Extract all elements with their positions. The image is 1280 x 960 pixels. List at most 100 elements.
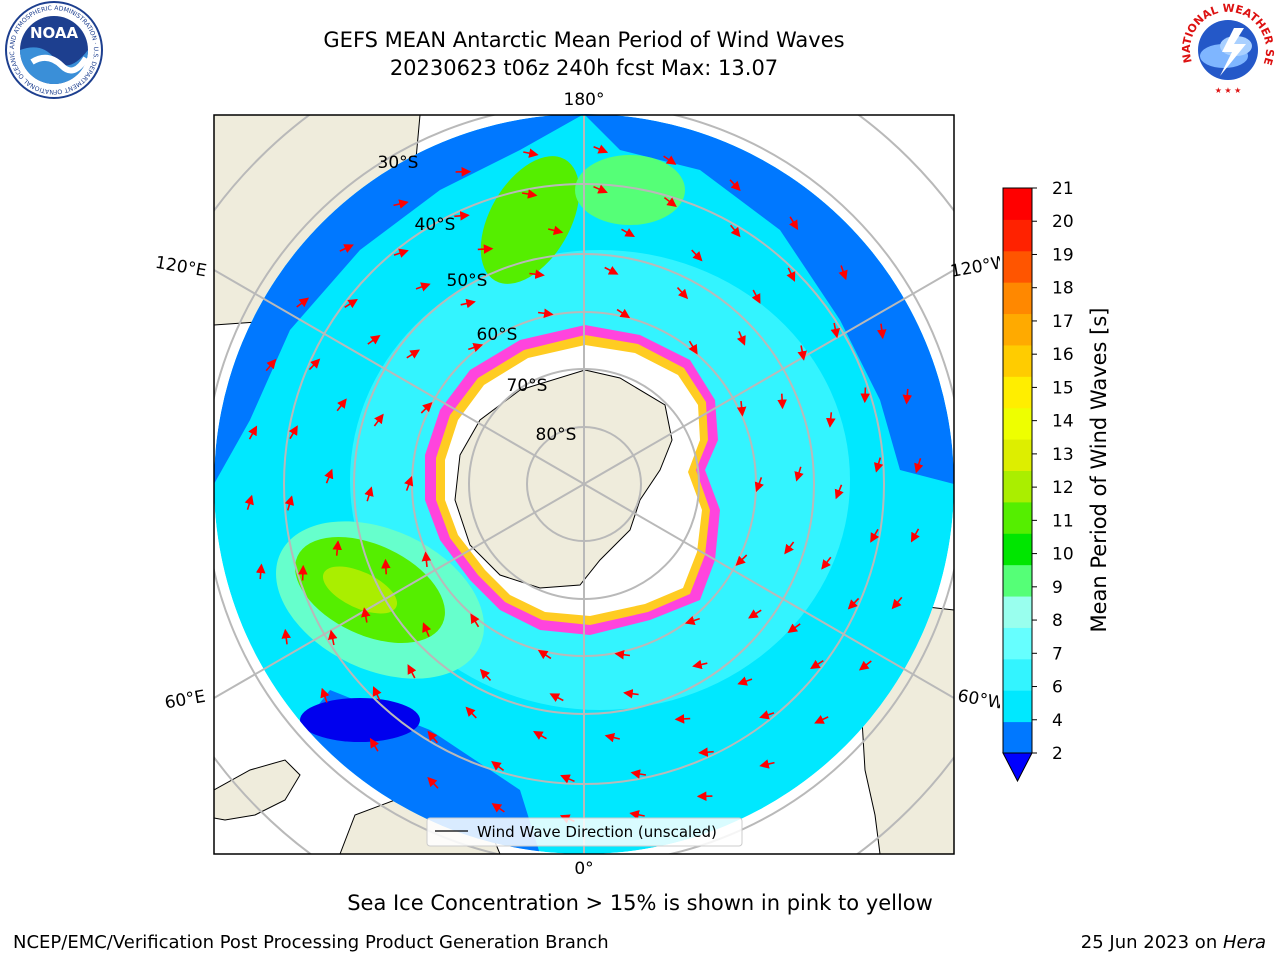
legend-label: Wind Wave Direction (unscaled) xyxy=(477,823,717,841)
colorbar-tick-label: 13 xyxy=(1052,445,1074,465)
wave-direction-arrow xyxy=(593,184,608,194)
colorbar-tick-label: 19 xyxy=(1052,245,1074,265)
wave-direction-arrow xyxy=(847,597,860,610)
wave-direction-arrow xyxy=(623,689,639,699)
colorbar-band xyxy=(1003,596,1032,628)
wave-direction-arrow xyxy=(523,148,539,158)
wave-direction-arrow xyxy=(593,144,609,154)
wave-direction-arrow xyxy=(537,308,554,319)
wave-direction-arrow xyxy=(663,155,677,165)
caption: Sea Ice Concentration > 15% is shown in … xyxy=(347,891,933,915)
wave-direction-arrow xyxy=(529,269,545,279)
wave-direction-arrow xyxy=(777,393,787,410)
wave-direction-arrow xyxy=(698,747,714,757)
colorbar-tick-label: 12 xyxy=(1052,478,1074,498)
wave-direction-arrow xyxy=(361,607,371,623)
wave-direction-arrow xyxy=(560,774,575,784)
wave-direction-arrow xyxy=(688,340,698,355)
lat-label-70s: 70°S xyxy=(507,376,548,396)
wave-direction-arrow xyxy=(320,687,330,703)
colorbar-tick-label: 15 xyxy=(1052,378,1074,398)
wave-direction-arrow xyxy=(381,558,391,575)
colorbar-band xyxy=(1003,250,1032,283)
colorbar-bands xyxy=(1003,188,1032,754)
wave-direction-arrow xyxy=(737,676,753,686)
noaa-logo: NATIONAL OCEANIC AND ATMOSPHERIC ADMINIS… xyxy=(2,0,103,99)
colorbar-tick-label: 8 xyxy=(1052,611,1063,631)
wave-direction-arrow xyxy=(248,425,258,440)
map-figure: 180° 120°E 120°W 60°E 60°W 0° 30°S 40°S … xyxy=(154,90,1000,879)
colorbar-band xyxy=(1003,564,1032,597)
wave-direction-arrow xyxy=(288,425,298,440)
colorbar-tick-label: 20 xyxy=(1052,212,1074,232)
wave-direction-arrow xyxy=(308,358,321,371)
wave-direction-arrow xyxy=(748,609,762,619)
colorbar-band xyxy=(1003,407,1032,440)
colorbar-tick-label: 17 xyxy=(1052,312,1074,332)
wave-direction-arrow xyxy=(393,248,409,258)
colorbar-tick-label: 18 xyxy=(1052,279,1074,299)
footer-date: 25 Jun 2023 on Hera xyxy=(1081,932,1266,953)
wave-direction-arrow xyxy=(674,714,691,724)
footer-machine: Hera xyxy=(1222,932,1266,953)
wave-direction-arrow xyxy=(614,649,631,660)
wave-direction-arrow xyxy=(691,249,703,262)
wave-direction-arrow xyxy=(821,556,832,570)
graticule xyxy=(214,115,954,854)
wave-direction-arrow xyxy=(460,298,476,309)
colorbar-tick-label: 10 xyxy=(1052,545,1074,565)
colorbar-band xyxy=(1003,721,1032,754)
colorbar-tick-label: 14 xyxy=(1052,412,1074,432)
wave-direction-arrow xyxy=(759,710,775,720)
wave-direction-arrow xyxy=(729,179,741,192)
lon-label-120w: 120°W xyxy=(949,252,1000,282)
wave-direction-arrow xyxy=(604,265,619,275)
lat-label-60s: 60°S xyxy=(477,325,518,345)
wave-direction-arrow xyxy=(876,323,887,340)
colorbar-band xyxy=(1003,690,1032,723)
wave-direction-arrow xyxy=(369,737,379,752)
colorbar-tick-label: 9 xyxy=(1052,578,1063,598)
wave-direction-arrow xyxy=(470,613,480,628)
wave-direction-arrow xyxy=(324,468,334,484)
colorbar-band xyxy=(1003,470,1032,503)
map-legend: Wind Wave Direction (unscaled) xyxy=(426,817,743,847)
colorbar-band xyxy=(1003,627,1032,660)
chart-title: GEFS MEAN Antarctic Mean Period of Wind … xyxy=(323,28,845,52)
colorbar-tick-label: 16 xyxy=(1052,345,1074,365)
colorbar-label: Mean Period of Wind Waves [s] xyxy=(1087,308,1111,633)
wave-direction-arrow xyxy=(281,628,292,645)
colorbar-band xyxy=(1003,282,1032,315)
colorbar-tick-label: 6 xyxy=(1052,678,1063,698)
colorbar-tick-label: 11 xyxy=(1052,511,1074,531)
wave-direction-arrow xyxy=(834,484,844,500)
wave-direction-arrow xyxy=(860,387,870,404)
wave-direction-arrow xyxy=(415,282,431,292)
colorbar-band xyxy=(1003,313,1032,346)
wave-direction-arrow xyxy=(521,189,538,199)
wave-direction-arrow xyxy=(910,528,920,543)
wave-direction-arrow xyxy=(364,486,374,502)
wave-direction-arrow xyxy=(491,761,505,772)
wave-direction-arrow xyxy=(244,494,254,510)
colorbar-ticks: 2 4 6 7 8 9 10 11 12 13 14 15 16 17 18 19 20 21 xyxy=(1032,179,1074,764)
lat-label-50s: 50°S xyxy=(447,271,488,291)
wave-direction-arrow xyxy=(537,649,552,660)
colorbar-tick-label: 4 xyxy=(1052,711,1063,731)
lon-label-60w: 60°W xyxy=(956,686,1000,714)
wave-direction-arrow xyxy=(339,244,354,253)
wave-direction-arrow xyxy=(491,803,505,813)
wave-direction-arrow xyxy=(255,563,266,580)
lat-label-40s: 40°S xyxy=(415,215,456,235)
wave-direction-arrow xyxy=(468,342,484,353)
wave-direction-arrow xyxy=(870,528,880,543)
wave-direction-arrow xyxy=(427,776,439,789)
colorbar-band xyxy=(1003,376,1032,409)
colorbar-band xyxy=(1003,501,1032,534)
wave-direction-arrow xyxy=(751,289,761,304)
wave-direction-arrow xyxy=(421,551,432,567)
wave-direction-arrow xyxy=(373,413,384,427)
colorbar-tick-label: 7 xyxy=(1052,644,1063,664)
wave-direction-arrow xyxy=(786,267,796,282)
nws-logo: NATIONAL WEATHER SERVICE ★ ★ ★ xyxy=(1176,0,1276,96)
